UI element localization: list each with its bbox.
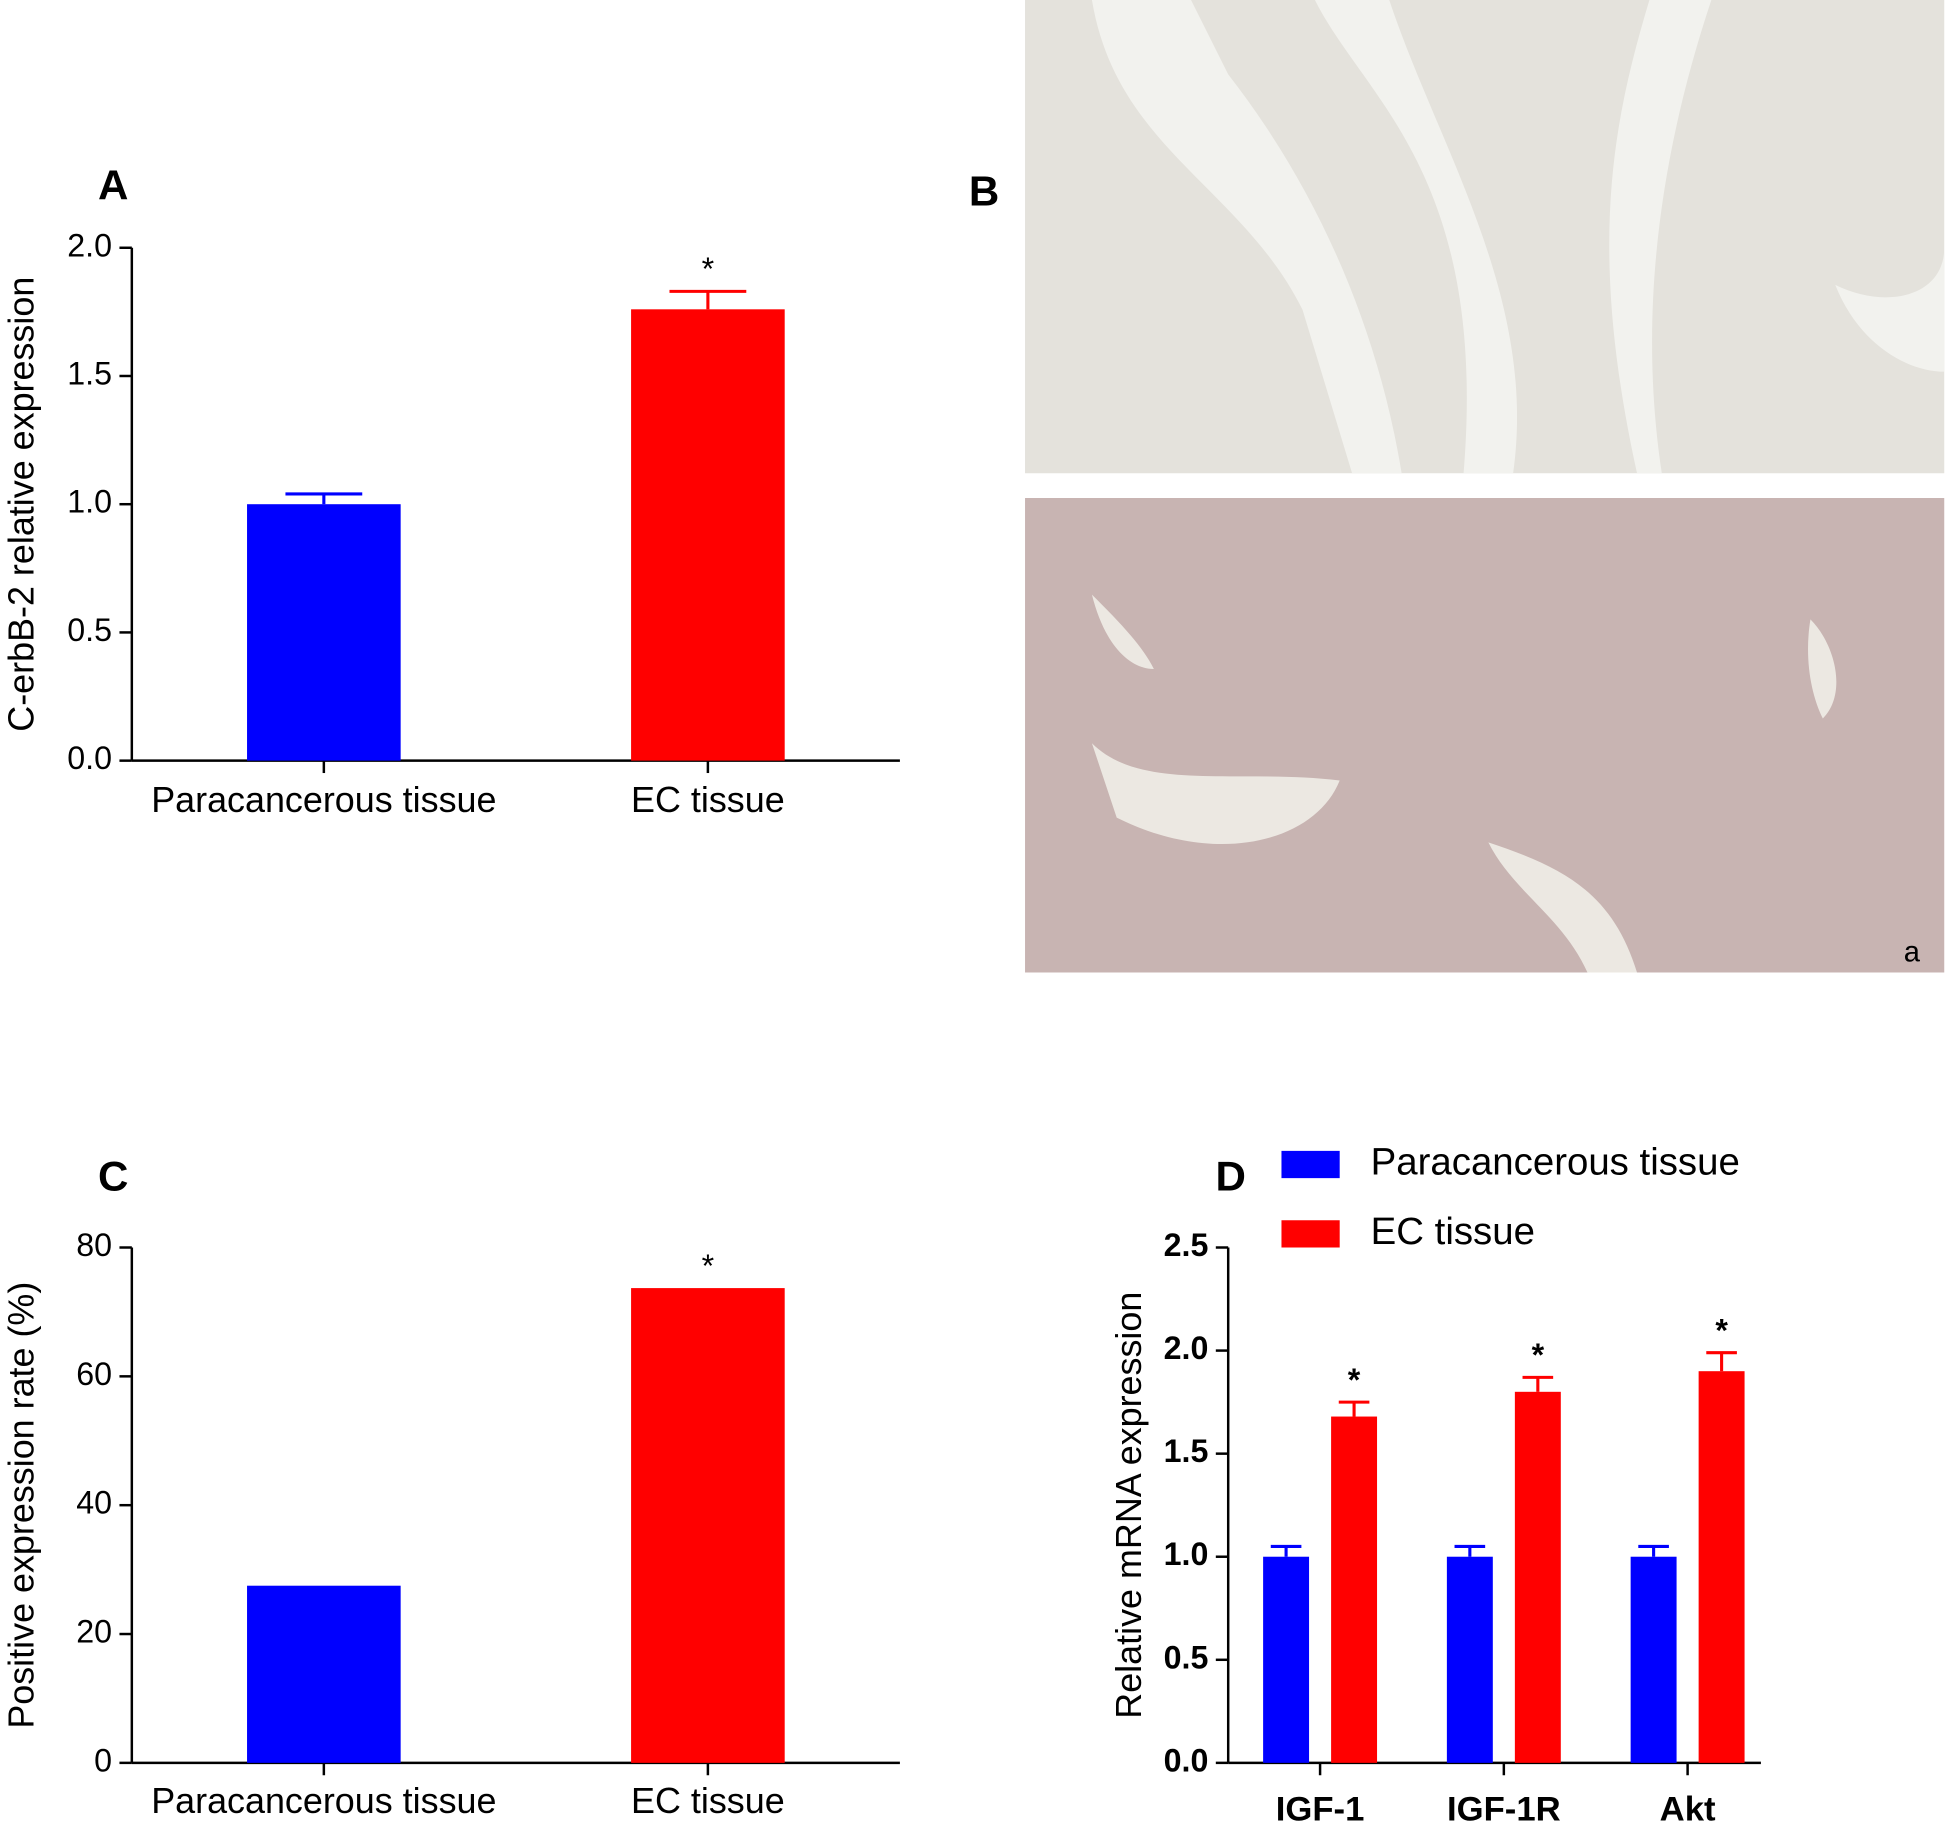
bar [1263, 1556, 1310, 1763]
image-texture [1091, 0, 1945, 474]
y-tick-label: 40 [76, 1485, 112, 1521]
y-tick-label: 1.0 [1164, 1536, 1209, 1572]
legend-label: Paracancerous tissue [1371, 1141, 1740, 1184]
y-tick-label: 0.0 [67, 740, 112, 776]
y-tick-label: 80 [76, 1227, 112, 1263]
histology-images [1025, 0, 1945, 973]
significance-mark: * [702, 251, 715, 287]
chart-panel: D Relative mRNA expression 0.0 0.5 1.0 1.5 2.0… [1108, 1141, 1761, 1828]
y-axis-label: Relative mRNA expression [1108, 1292, 1149, 1719]
legend-swatch [1281, 1220, 1340, 1248]
y-tick-label: 0.5 [1164, 1639, 1209, 1675]
bar [247, 1585, 401, 1763]
y-tick-label: 1.0 [67, 484, 112, 520]
y-tick-label: 0.0 [1164, 1742, 1209, 1778]
image-tumor [1025, 498, 1945, 973]
bar [247, 504, 401, 761]
chart-panel: A C-erbB-2 relative expression 0.0 0.5 1.0 1.… [1, 161, 900, 820]
image-label: a [1903, 937, 1921, 971]
y-tick-label: 2.0 [67, 227, 112, 263]
y-tick-label: 2.0 [1164, 1330, 1209, 1366]
bar [1630, 1556, 1677, 1763]
panel-label: B [969, 168, 999, 215]
bar [631, 1288, 785, 1763]
panel-label: C [98, 1152, 128, 1199]
bar [1698, 1371, 1745, 1763]
y-tick-label: 2.5 [1164, 1227, 1209, 1263]
chart-panel: C Positive expression rate (%) 0 20 40 60 80 Pa… [1, 1152, 900, 1821]
x-tick-label: EC tissue [631, 779, 785, 820]
bar [1446, 1556, 1493, 1763]
y-axis-label: C-erbB-2 relative expression [1, 277, 42, 732]
significance-mark: * [1532, 1337, 1545, 1373]
y-axis-label: Positive expression rate (%) [1, 1282, 42, 1729]
legend-label: EC tissue [1371, 1210, 1535, 1253]
y-tick-label: 60 [76, 1356, 112, 1392]
x-tick-label: EC tissue [631, 1780, 785, 1821]
x-tick-label: Paracancerous tissue [151, 779, 496, 820]
panel-label: A [98, 161, 128, 208]
legend-swatch [1281, 1150, 1340, 1179]
bar [1331, 1416, 1378, 1763]
y-tick-label: 20 [76, 1614, 112, 1650]
x-tick-label: IGF-1 [1276, 1790, 1365, 1828]
y-tick-label: 1.5 [1164, 1433, 1209, 1469]
significance-mark: * [1715, 1312, 1728, 1348]
significance-mark: * [1348, 1362, 1361, 1398]
bar [1514, 1391, 1561, 1763]
x-tick-label: Akt [1660, 1790, 1716, 1828]
x-tick-label: IGF-1R [1447, 1790, 1561, 1828]
y-tick-label: 0.5 [67, 612, 112, 648]
significance-mark: * [702, 1248, 715, 1284]
bar [631, 309, 785, 761]
y-tick-label: 1.5 [67, 355, 112, 391]
x-tick-label: Paracancerous tissue [151, 1780, 496, 1821]
image-texture [1091, 594, 1837, 973]
y-tick-label: 0 [94, 1742, 112, 1778]
panel-label: D [1215, 1152, 1245, 1199]
